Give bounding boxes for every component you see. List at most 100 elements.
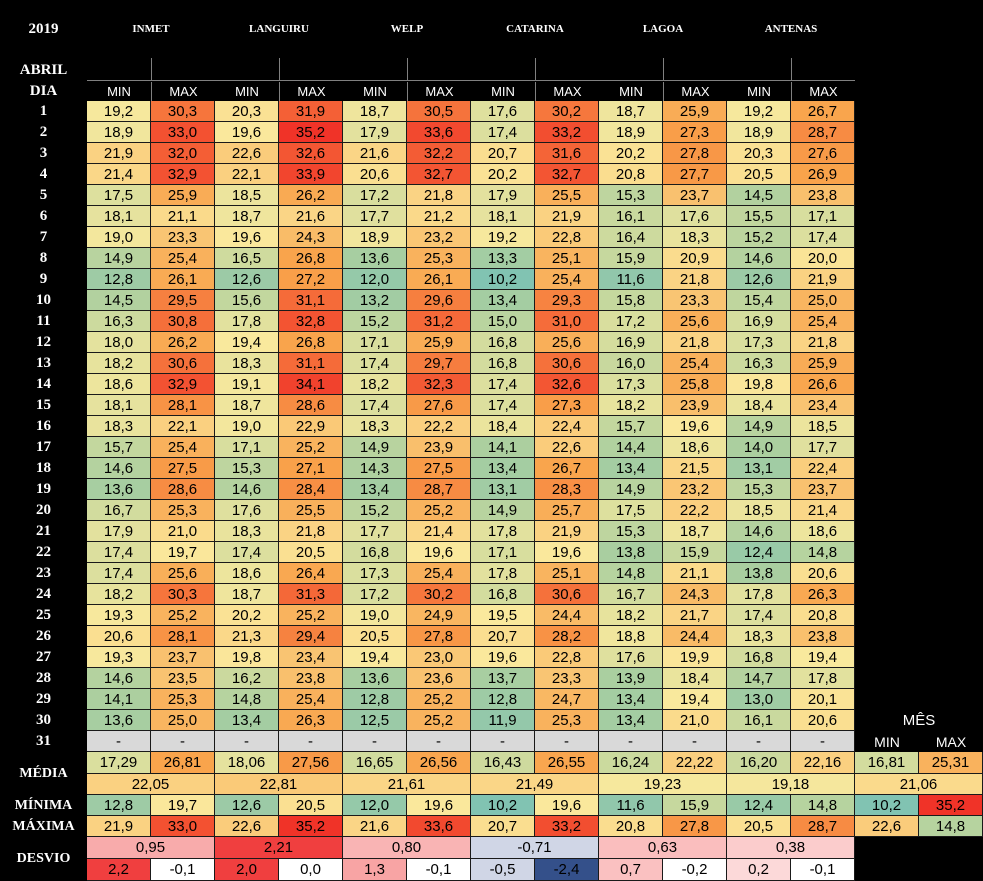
temp-cell: 23,8 [791, 626, 855, 647]
temp-cell: 23,4 [791, 395, 855, 416]
col-max-header: MAX [151, 82, 215, 101]
temp-cell: 19,3 [87, 647, 151, 668]
media-cell: 26,56 [407, 752, 471, 774]
media-cell: 22,22 [663, 752, 727, 774]
temp-cell: 25,4 [663, 353, 727, 374]
temp-cell: 16,8 [343, 542, 407, 563]
desvio-combined-cell: 0,63 [599, 837, 727, 859]
temp-cell: 17,7 [791, 437, 855, 458]
temp-cell: 17,8 [215, 311, 279, 332]
temp-cell: 15,5 [727, 206, 791, 227]
media-combined-cell: 21,49 [471, 774, 599, 795]
temp-cell: 25,9 [663, 101, 727, 122]
day-number: 3 [39, 145, 48, 161]
temp-cell: 29,4 [279, 626, 343, 647]
temp-cell: 23,3 [535, 668, 599, 689]
temp-cell-blank: - [727, 731, 791, 752]
temp-cell: 14,1 [471, 437, 535, 458]
temp-cell: 23,6 [407, 668, 471, 689]
temp-cell: 19,4 [663, 689, 727, 710]
temp-cell: 24,4 [663, 626, 727, 647]
temp-cell: 23,3 [151, 227, 215, 248]
temp-cell: 32,7 [407, 164, 471, 185]
temp-cell: 17,5 [599, 500, 663, 521]
temp-cell: 18,9 [599, 122, 663, 143]
temp-cell: 14,6 [87, 668, 151, 689]
mes-minima-cell: 10,2 [855, 795, 919, 816]
temp-cell: 17,9 [87, 521, 151, 542]
temp-cell: 20,5 [279, 542, 343, 563]
temp-cell: 32,0 [151, 143, 215, 164]
temp-cell: 27,1 [279, 458, 343, 479]
temp-cell: 11,9 [471, 710, 535, 731]
temp-cell: 20,8 [599, 164, 663, 185]
temp-cell: 28,3 [535, 479, 599, 500]
temp-cell: 17,4 [471, 395, 535, 416]
temp-cell: 22,2 [407, 416, 471, 437]
temp-cell: 15,2 [343, 500, 407, 521]
temp-cell: 13,6 [343, 668, 407, 689]
temp-cell: 20,3 [215, 101, 279, 122]
day-number: 10 [36, 292, 51, 308]
temp-cell: 25,4 [151, 248, 215, 269]
day-number: 21 [36, 523, 51, 539]
temp-cell: 25,9 [407, 332, 471, 353]
temp-cell: 17,9 [471, 185, 535, 206]
temp-cell: 25,0 [151, 710, 215, 731]
media-cell: 16,65 [343, 752, 407, 774]
temp-cell: 20,2 [215, 605, 279, 626]
temp-cell: 17,2 [343, 584, 407, 605]
temp-cell: 18,4 [727, 395, 791, 416]
maxima-cell: 33,6 [407, 816, 471, 837]
temp-cell: 16,1 [599, 206, 663, 227]
temp-cell-blank: - [599, 731, 663, 752]
temp-cell: 24,9 [407, 605, 471, 626]
temp-cell: 31,1 [279, 290, 343, 311]
maxima-cell: 20,8 [599, 816, 663, 837]
desvio-cell: 2,0 [215, 859, 279, 881]
temp-cell: 14,8 [599, 563, 663, 584]
minima-cell: 14,8 [791, 795, 855, 816]
temp-cell: 26,4 [279, 563, 343, 584]
temp-cell: 26,2 [151, 332, 215, 353]
temp-cell: 15,3 [599, 185, 663, 206]
temp-cell: 25,4 [791, 311, 855, 332]
temp-cell: 25,4 [407, 563, 471, 584]
desvio-cell: 2,2 [87, 859, 151, 881]
temp-cell: 15,9 [599, 248, 663, 269]
temp-cell: 17,8 [471, 521, 535, 542]
col-min-header: MIN [107, 84, 131, 99]
temp-cell: 12,4 [727, 542, 791, 563]
media-combined-cell: 22,81 [215, 774, 343, 795]
temp-cell: 25,5 [279, 500, 343, 521]
temp-cell: 27,8 [407, 626, 471, 647]
temp-cell: 17,2 [599, 311, 663, 332]
col-min-header: MIN [747, 84, 771, 99]
temp-cell: 32,9 [151, 374, 215, 395]
col-max-header: MAX [791, 82, 855, 101]
temp-cell: 18,7 [215, 584, 279, 605]
temp-cell: 13,1 [727, 458, 791, 479]
temp-cell: 30,3 [151, 584, 215, 605]
temp-cell: 12,8 [471, 689, 535, 710]
minima-cell: 12,4 [727, 795, 791, 816]
media-cell: 22,16 [791, 752, 855, 774]
temp-cell: 12,8 [343, 689, 407, 710]
temp-cell: 27,6 [791, 143, 855, 164]
temp-cell: 32,6 [535, 374, 599, 395]
desvio-combined-cell: 0,95 [87, 837, 215, 859]
temp-cell: 31,2 [407, 311, 471, 332]
day-number: 8 [39, 250, 48, 266]
temp-cell: 15,7 [599, 416, 663, 437]
temp-cell: 17,4 [471, 122, 535, 143]
header-spacer [471, 58, 535, 81]
temp-cell: 23,8 [279, 668, 343, 689]
mes-min-header: MIN [874, 733, 900, 750]
temp-cell: 26,8 [279, 248, 343, 269]
temp-cell: 27,6 [407, 395, 471, 416]
temp-cell: 13,4 [599, 689, 663, 710]
day-header: DIA [29, 82, 58, 99]
temp-cell: 25,2 [279, 437, 343, 458]
temp-cell: 26,7 [535, 458, 599, 479]
